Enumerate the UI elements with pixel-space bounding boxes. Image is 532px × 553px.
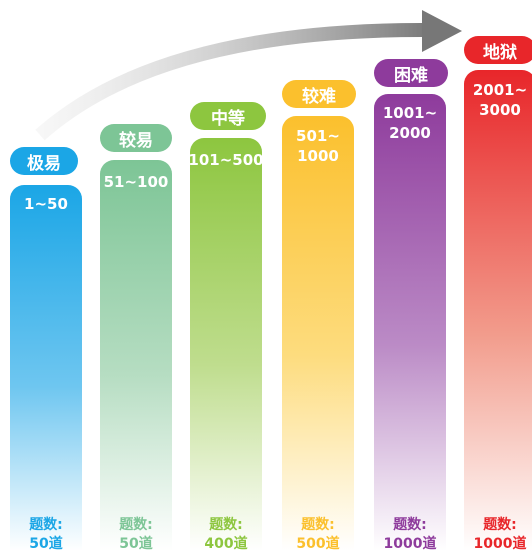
question-count-label: 题数: bbox=[119, 517, 153, 533]
level-range-hard-start: 501~ bbox=[296, 127, 340, 145]
level-label-medium: 中等 bbox=[190, 102, 266, 130]
level-label-hard: 较难 bbox=[282, 80, 356, 108]
question-count-label: 题数: bbox=[483, 517, 517, 533]
level-column-hell bbox=[464, 70, 532, 551]
question-count-label: 题数: bbox=[29, 517, 63, 533]
level-range-easy: 51~100 bbox=[103, 173, 169, 191]
level-range-very-easy: 1~50 bbox=[24, 195, 68, 213]
question-count-value: 50道 bbox=[29, 536, 63, 552]
level-range-difficult-end: 2000 bbox=[389, 124, 431, 142]
level-column-hard bbox=[282, 116, 354, 551]
level-column-easy bbox=[100, 160, 172, 551]
level-range-hell-end: 3000 bbox=[479, 101, 521, 119]
level-range-difficult-start: 1001~ bbox=[382, 104, 438, 122]
level-label-hell: 地狱 bbox=[464, 36, 532, 64]
level-label-very-easy: 极易 bbox=[10, 147, 78, 175]
question-count-value: 1000道 bbox=[383, 536, 437, 552]
level-column-medium bbox=[190, 138, 262, 551]
question-count-label: 题数: bbox=[209, 517, 243, 533]
level-label-easy: 较易 bbox=[100, 124, 172, 152]
level-range-hard-end: 1000 bbox=[297, 147, 339, 165]
question-count-label: 题数: bbox=[393, 517, 427, 533]
level-range-hell-start: 2001~ bbox=[472, 81, 528, 99]
question-count-value: 50道 bbox=[119, 536, 153, 552]
level-column-difficult bbox=[374, 94, 446, 551]
level-range-medium: 101~500 bbox=[188, 151, 264, 169]
question-count-value: 1000道 bbox=[473, 536, 527, 552]
question-count-value: 500道 bbox=[296, 536, 340, 552]
level-label-difficult: 困难 bbox=[374, 59, 448, 87]
level-column-very-easy bbox=[10, 185, 82, 551]
question-count-value: 400道 bbox=[204, 536, 248, 552]
question-count-label: 题数: bbox=[301, 517, 335, 533]
